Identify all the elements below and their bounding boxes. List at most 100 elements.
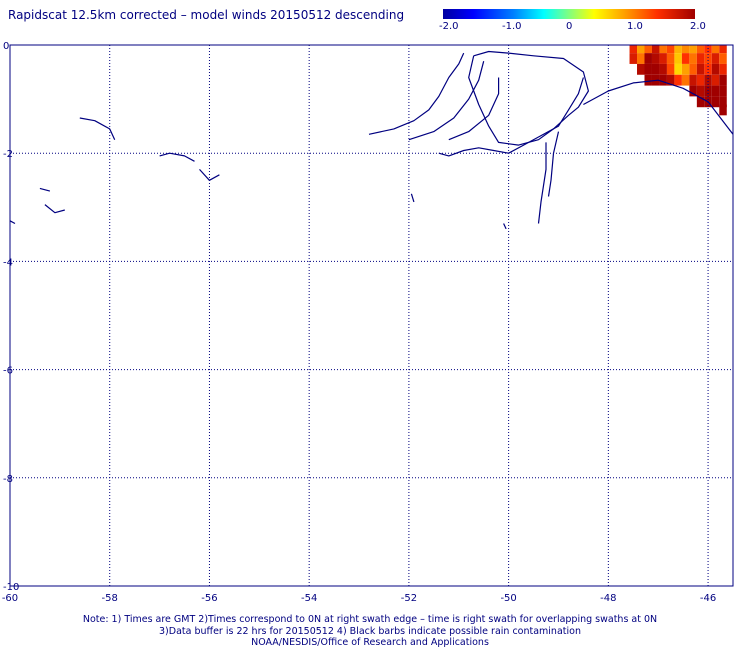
y-tick-label: -4 — [3, 257, 13, 268]
x-tick-label: -48 — [600, 593, 616, 604]
heatmap-cell — [719, 45, 727, 54]
coastline — [368, 52, 465, 135]
heatmap-cell — [719, 74, 727, 86]
heatmap-layer — [629, 45, 727, 116]
coastline — [410, 193, 415, 203]
coastline — [468, 50, 590, 146]
heatmap-cell — [674, 63, 682, 75]
x-tick-label: -52 — [401, 593, 417, 604]
heatmap-cell — [644, 53, 652, 64]
heatmap-cell — [674, 74, 682, 86]
heatmap-cell — [696, 53, 705, 64]
coastline — [537, 142, 547, 224]
heatmap-cell — [704, 53, 712, 64]
heatmap-cell — [666, 45, 675, 54]
x-tick-label: -60 — [2, 593, 18, 604]
footnotes: Note: 1) Times are GMT 2)Times correspon… — [0, 614, 740, 649]
coastline — [438, 77, 584, 157]
heatmap-cell — [666, 74, 675, 86]
tick-label-layer: -60 -58 -56 -54 -52 -50 -48 -46 0 -2 -4 -6 -8 -10 — [2, 41, 716, 604]
heatmap-cell — [666, 53, 675, 64]
heatmap-cell — [711, 53, 720, 64]
plot-frame — [9, 44, 734, 587]
y-tick-label: -6 — [3, 366, 13, 377]
colorbar-label-zero: 0 — [566, 21, 573, 32]
heatmap-cell — [629, 45, 638, 54]
heatmap-cell — [637, 63, 645, 75]
heatmap-cell — [696, 85, 705, 97]
heatmap-cell — [689, 53, 697, 64]
heatmap-cell — [644, 45, 652, 54]
coastline — [44, 204, 65, 214]
colorbar-label-min: -2.0 — [439, 21, 459, 32]
footnote-line-3: NOAA/NESDIS/Office of Research and Appli… — [251, 637, 489, 648]
x-tick-label: -54 — [301, 593, 317, 604]
heatmap-cell — [681, 45, 690, 54]
y-tick-label: -10 — [3, 582, 19, 593]
colorbar-label-neg1: -1.0 — [502, 21, 522, 32]
heatmap-cell — [651, 53, 660, 64]
heatmap-cell — [651, 63, 660, 75]
heatmap-cell — [711, 45, 720, 54]
heatmap-cell — [651, 45, 660, 54]
x-tick-label: -58 — [102, 593, 118, 604]
heatmap-cell — [674, 53, 682, 64]
heatmap-cell — [681, 63, 690, 75]
grid-layer — [10, 45, 733, 586]
heatmap-cell — [689, 85, 697, 97]
heatmap-cell — [711, 85, 720, 97]
heatmap-cell — [719, 85, 727, 97]
heatmap-cell — [689, 74, 697, 86]
heatmap-cell — [719, 104, 727, 116]
heatmap-cell — [659, 53, 667, 64]
heatmap-cell — [689, 63, 697, 75]
heatmap-cell — [637, 53, 645, 64]
chart-title: Rapidscat 12.5km corrected – model winds… — [8, 8, 405, 22]
coastline — [79, 117, 116, 140]
heatmap-cell — [719, 96, 727, 108]
heatmap-cell — [704, 74, 712, 86]
coastline — [9, 220, 16, 225]
heatmap-cell — [644, 74, 652, 86]
y-tick-label: 0 — [3, 41, 9, 52]
heatmap-cell — [696, 74, 705, 86]
heatmap-cell — [696, 63, 705, 75]
heatmap-cell — [681, 74, 690, 86]
colorbar: -2.0 -1.0 0 1.0 2.0 — [439, 9, 706, 33]
coastline-layer — [9, 50, 734, 230]
heatmap-cell — [711, 63, 720, 75]
heatmap-cell — [711, 74, 720, 86]
heatmap-cell — [659, 45, 667, 54]
coastline — [448, 77, 500, 141]
x-tick-label: -46 — [700, 593, 716, 604]
x-tick-label: -50 — [500, 593, 516, 604]
footnote-line-1: Note: 1) Times are GMT 2)Times correspon… — [82, 614, 658, 625]
colorbar-label-max: 2.0 — [690, 21, 706, 32]
coastline — [39, 187, 51, 192]
heatmap-cell — [719, 53, 727, 64]
heatmap-cell — [719, 63, 727, 75]
heatmap-cell — [704, 45, 712, 54]
x-tick-label: -56 — [201, 593, 217, 604]
coastline — [503, 223, 507, 230]
heatmap-cell — [659, 63, 667, 75]
y-tick-label: -8 — [3, 474, 13, 485]
heatmap-cell — [689, 45, 697, 54]
coastline — [547, 131, 560, 197]
heatmap-cell — [674, 45, 682, 54]
colorbar-gradient — [443, 9, 695, 19]
heatmap-cell — [644, 63, 652, 75]
heatmap-cell — [711, 96, 720, 108]
coastline — [583, 79, 734, 135]
coastline — [408, 61, 485, 141]
coastline — [159, 152, 195, 162]
coastline — [199, 168, 220, 181]
y-tick-label: -2 — [3, 149, 13, 160]
colorbar-label-pos1: 1.0 — [627, 21, 643, 32]
heatmap-cell — [637, 45, 645, 54]
footnote-line-2: 3)Data buffer is 22 hrs for 20150512 4) … — [159, 625, 581, 637]
heatmap-cell — [659, 74, 667, 86]
heatmap-cell — [696, 45, 705, 54]
heatmap-cell — [696, 96, 705, 108]
